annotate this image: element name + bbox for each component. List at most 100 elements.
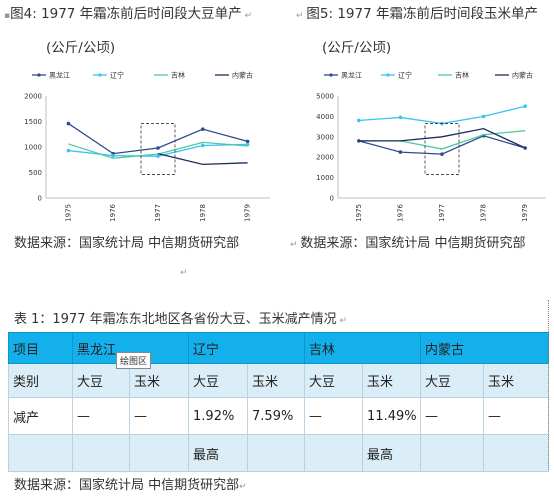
legend-label: 黑龙江 (341, 71, 362, 80)
series-line (358, 135, 526, 155)
table-cell (247, 434, 306, 472)
header-jilin: 吉林 (304, 332, 422, 364)
table-cell: 减产 (8, 397, 73, 435)
data-point (357, 118, 361, 123)
fig4-title: ▪图4: 1977 年霜冻前后时间段大豆单产 ↵ (4, 6, 253, 22)
header-liaoning: 辽宁 (188, 332, 306, 364)
corn-yield-chart: 0 1000 2000 3000 4000 5000 1975 1976 1977 1978 197… (316, 71, 546, 222)
table-cell: 类别 (8, 363, 73, 398)
data-point (156, 146, 160, 150)
table-cell: — (128, 397, 190, 435)
series-line (157, 152, 248, 165)
table-cell: 最高 (188, 434, 249, 472)
y-tick-label: 3000 (316, 133, 334, 141)
table-cell (304, 434, 364, 472)
table-cell: 最高 (362, 434, 422, 472)
fig5-subtitle: (公斤/公顷) (322, 40, 392, 56)
legend-label: 内蒙古 (232, 71, 253, 80)
table-source: 数据来源：国家统计局 中信期货研究部↵ (14, 478, 247, 493)
table-cell: 玉米 (247, 363, 306, 398)
table-cell: 大豆 (304, 363, 364, 398)
data-point (357, 139, 361, 143)
x-tick-label: 1978 (480, 204, 488, 222)
legend-label: 吉林 (455, 71, 469, 80)
soybean-yield-chart: 0 500 1000 1500 2000 1975 1976 1977 1978 1979 黑龙江 辽… (24, 71, 270, 222)
data-point (201, 127, 205, 131)
data-point (398, 150, 403, 154)
fig4-source: 数据来源：国家统计局 中信期货研究部 (14, 236, 240, 251)
table-caption: 表 1：1977 年霜冻东北地区各省份大豆、玉米减产情况 ↵ (14, 312, 348, 327)
y-tick-label: 1500 (24, 118, 42, 126)
legend-marker (386, 73, 390, 77)
table-cell: 大豆 (420, 363, 485, 398)
data-point (66, 148, 71, 153)
y-tick-label: 1000 (24, 144, 42, 152)
table-cell: — (420, 397, 485, 435)
y-tick-label: 0 (38, 195, 42, 203)
table-cell (72, 434, 130, 472)
plot-area-tooltip: 绘图区 (116, 352, 152, 369)
table-cell (483, 434, 550, 472)
reduction-table: 项目 黑龙江 辽宁 吉林 内蒙古 类别 大豆 玉米 大豆 玉米 大豆 玉米 大豆… (8, 332, 550, 472)
table-cell: — (483, 397, 550, 435)
y-tick-label: 2000 (316, 154, 334, 162)
table-cell: 玉米 (362, 363, 422, 398)
paragraph-mark: ↵ (180, 268, 188, 278)
fig5-source: ↵ 数据来源：国家统计局 中信期货研究部 (290, 236, 526, 251)
x-tick-label: 1975 (64, 204, 72, 222)
table-cell: — (304, 397, 364, 435)
data-point (66, 121, 71, 126)
table-row: 类别 大豆 玉米 大豆 玉米 大豆 玉米 大豆 玉米 (8, 363, 550, 398)
legend-label: 内蒙古 (512, 71, 533, 80)
x-tick-label: 1978 (199, 204, 207, 222)
x-tick-label: 1977 (154, 204, 162, 222)
x-tick-label: 1976 (396, 203, 404, 221)
legend-label: 吉林 (171, 71, 185, 80)
data-point (201, 143, 205, 148)
highlight-box (424, 123, 460, 175)
data-point (111, 153, 115, 158)
x-tick-label: 1976 (109, 203, 117, 221)
header-neimenggu: 内蒙古 (420, 332, 550, 364)
fig4-subtitle: (公斤/公顷) (46, 40, 116, 56)
table-cell (8, 434, 73, 472)
header-item: 项目 (8, 332, 73, 364)
table-cell: 玉米 (483, 363, 550, 398)
legend-label: 辽宁 (110, 71, 124, 80)
data-point (156, 154, 160, 158)
selection-guide (548, 300, 552, 470)
data-point (245, 139, 250, 144)
table-cell: 玉米 (128, 363, 190, 398)
series-line (358, 127, 526, 149)
y-tick-label: 5000 (316, 93, 334, 101)
data-point (398, 115, 403, 120)
data-point (523, 104, 527, 108)
data-point (481, 114, 486, 119)
table-cell: 大豆 (188, 363, 249, 398)
table-cell: 11.49% (362, 397, 422, 435)
legend-marker (37, 73, 41, 77)
table-row: 最高 最高 (8, 434, 550, 472)
highlight-box (140, 123, 176, 175)
fig5-title: ↵ 图5: 1977 年霜冻前后时间段玉米单产 (296, 6, 538, 22)
y-tick-label: 1000 (316, 174, 334, 182)
table-row: 减产 — — 1.92% 7.59% — 11.49% — — (8, 397, 550, 435)
legend-label: 辽宁 (398, 71, 412, 80)
table-cell: — (72, 397, 130, 435)
x-tick-label: 1979 (244, 204, 252, 222)
y-tick-label: 4000 (316, 113, 334, 121)
table-cell: 1.92% (188, 397, 249, 435)
legend-label: 黑龙江 (49, 71, 70, 80)
y-tick-label: 0 (330, 195, 334, 203)
table-cell (128, 434, 190, 472)
legend-marker (329, 73, 333, 77)
series-line (358, 130, 526, 150)
x-tick-label: 1979 (521, 204, 529, 222)
data-point (440, 152, 444, 156)
series-line (358, 105, 526, 125)
table-cell (420, 434, 485, 472)
x-tick-label: 1977 (438, 204, 446, 222)
legend-marker (98, 73, 102, 77)
y-tick-label: 2000 (24, 93, 42, 101)
y-tick-label: 500 (29, 169, 42, 177)
